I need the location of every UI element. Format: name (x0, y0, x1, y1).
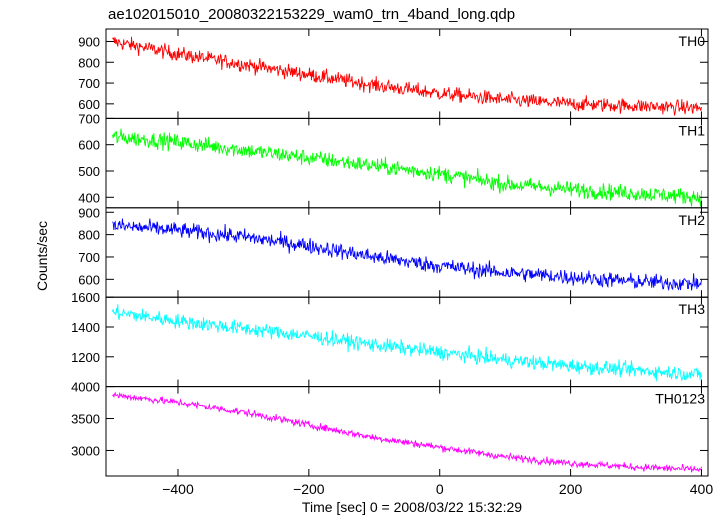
y-tick-label: 3500 (71, 412, 100, 427)
y-axis-label: Counts/sec (34, 221, 50, 291)
x-tick-label: −400 (162, 481, 194, 497)
series-th0 (112, 36, 702, 116)
x-tick-label: −200 (293, 481, 325, 497)
panel-label-th2: TH2 (679, 212, 706, 228)
chart-title: ae102015010_20080322153229_wam0_trn_4ban… (108, 6, 515, 23)
panel-label-th0123: TH0123 (655, 391, 705, 407)
y-tick-label: 600 (78, 272, 100, 287)
y-tick-label: 700 (78, 111, 100, 126)
series-th3 (112, 304, 702, 382)
y-tick-label: 800 (78, 55, 100, 70)
y-tick-label: 700 (78, 76, 100, 91)
y-tick-label: 500 (78, 164, 100, 179)
y-tick-label: 800 (78, 228, 100, 243)
x-axis-label: Time [sec] 0 = 2008/03/22 15:32:29 (302, 499, 522, 515)
y-tick-label: 3000 (71, 443, 100, 458)
y-tick-label: 600 (78, 97, 100, 112)
panel-frame-th0123 (105, 386, 709, 477)
series-th1 (112, 128, 702, 207)
y-tick-label: 600 (78, 138, 100, 153)
y-tick-label: 1200 (71, 350, 100, 365)
x-tick-label: 0 (436, 481, 444, 497)
y-tick-label: 400 (78, 190, 100, 205)
panel-frame-th2 (105, 207, 709, 298)
series-th0123 (112, 391, 702, 473)
x-tick-label: 200 (559, 481, 583, 497)
y-tick-label: 1600 (71, 290, 100, 305)
panel-frame-th3 (105, 296, 709, 388)
panel-label-th0: TH0 (679, 33, 706, 49)
y-tick-label: 1400 (71, 320, 100, 335)
panel-label-th3: TH3 (679, 301, 706, 317)
y-tick-label: 4000 (71, 380, 100, 395)
panel-label-th1: TH1 (679, 122, 706, 138)
series-th2 (112, 218, 702, 292)
y-tick-label: 700 (78, 250, 100, 265)
y-tick-label: 900 (78, 205, 100, 220)
y-tick-label: 900 (78, 34, 100, 49)
x-tick-label: 400 (690, 481, 714, 497)
